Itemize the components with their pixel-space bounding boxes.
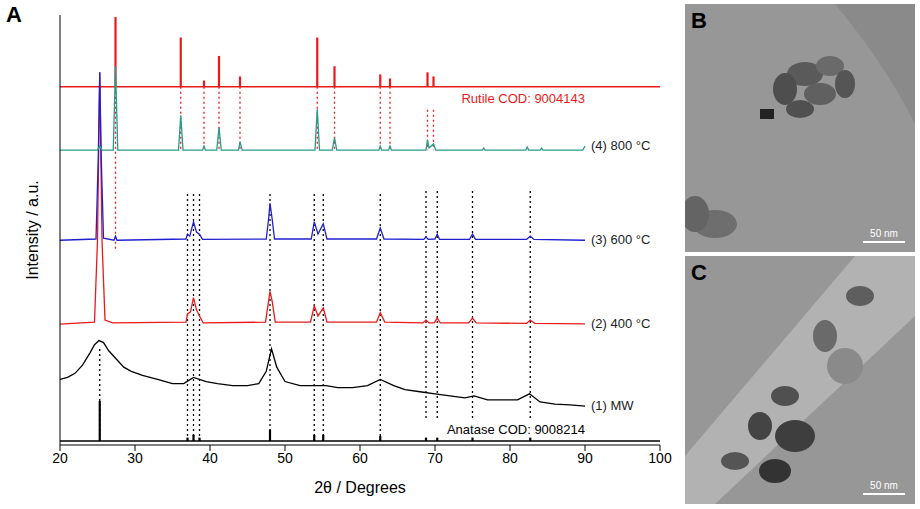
svg-text:50: 50 [277, 450, 293, 466]
svg-text:B: B [691, 8, 707, 33]
svg-text:60: 60 [352, 450, 368, 466]
svg-text:70: 70 [427, 450, 443, 466]
svg-text:Rutile COD: 9004143: Rutile COD: 9004143 [461, 91, 585, 106]
svg-text:(2) 400 °C: (2) 400 °C [591, 316, 650, 331]
svg-text:(4) 800 °C: (4) 800 °C [591, 138, 650, 153]
svg-text:30: 30 [127, 450, 143, 466]
svg-text:Intensity / a.u.: Intensity / a.u. [24, 180, 41, 280]
svg-text:100: 100 [648, 450, 672, 466]
svg-text:40: 40 [202, 450, 218, 466]
svg-text:90: 90 [577, 450, 593, 466]
svg-text:Anatase COD: 9008214: Anatase COD: 9008214 [447, 422, 585, 437]
svg-text:2θ / Degrees: 2θ / Degrees [314, 479, 406, 496]
svg-text:20: 20 [52, 450, 68, 466]
svg-text:C: C [691, 260, 707, 285]
svg-text:(1) MW: (1) MW [591, 398, 634, 413]
svg-text:80: 80 [502, 450, 518, 466]
svg-text:(3) 600 °C: (3) 600 °C [591, 232, 650, 247]
html-text:A: A [6, 2, 22, 27]
svg-text:50 nm: 50 nm [870, 480, 898, 491]
svg-text:50 nm: 50 nm [870, 228, 898, 239]
